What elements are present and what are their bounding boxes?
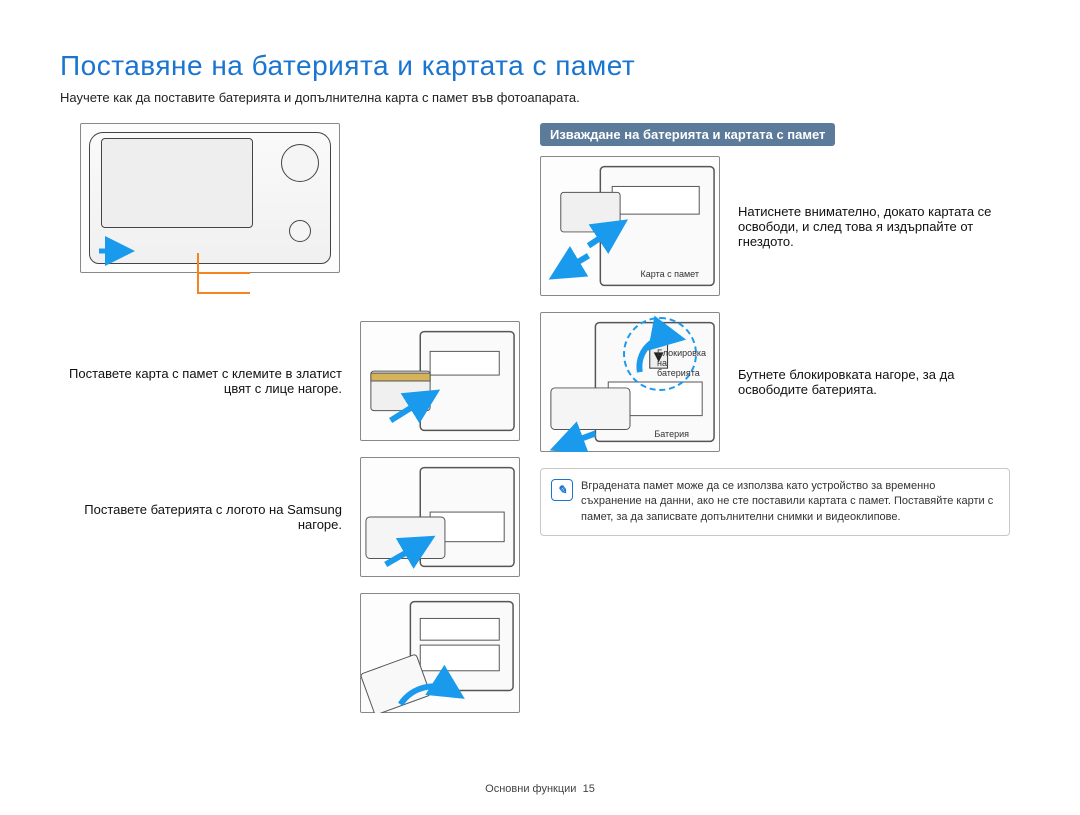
right-step-2-text: Бутнете блокировката нагоре, за да освоб… — [738, 367, 1010, 397]
left-step-3 — [342, 585, 520, 721]
card-label: Карта с памет — [641, 269, 699, 279]
battery-label: Батерия — [654, 429, 689, 439]
left-step-2: Поставете батерията с логото на Samsung … — [60, 449, 520, 585]
remove-battery-illustration: Блокировка на батерията Батерия — [540, 312, 720, 452]
camera-button-shape — [289, 220, 311, 242]
right-step-2: Блокировка на батерията Батерия Бутнете … — [540, 312, 1010, 452]
left-column: Поставете карта с памет с клемите в злат… — [60, 123, 530, 721]
card-slot-svg — [361, 321, 519, 441]
footer-section: Основни функции — [485, 783, 576, 795]
left-step-1: Поставете карта с памет с клемите в злат… — [60, 313, 520, 449]
elbow-arrow-icon — [190, 243, 250, 323]
right-step-1: Карта с памет Натиснете внимателно, дока… — [540, 156, 1010, 296]
camera-screen-shape — [101, 138, 253, 228]
left-steps: Поставете карта с памет с клемите в злат… — [60, 313, 520, 721]
page: Поставяне на батерията и картата с памет… — [0, 0, 1080, 815]
info-icon: ✎ — [551, 479, 573, 501]
camera-dial-shape — [281, 144, 319, 182]
left-step-1-text: Поставете карта с памет с клемите в злат… — [60, 366, 342, 396]
insert-card-illustration — [360, 321, 520, 441]
right-column: Изваждане на батерията и картата с памет… — [540, 123, 1010, 721]
page-title: Поставяне на батерията и картата с памет — [60, 50, 1020, 82]
info-text: Вградената памет може да се използва кат… — [581, 480, 993, 523]
battery-slot-svg — [361, 457, 519, 577]
page-footer: Основни функции 15 — [0, 783, 1080, 795]
footer-page: 15 — [583, 783, 595, 795]
right-step-1-text: Натиснете внимателно, докато картата се … — [738, 204, 1010, 249]
close-door-illustration — [360, 593, 520, 713]
lock-label: Блокировка на батерията — [657, 349, 711, 379]
subheading: Изваждане на батерията и картата с памет — [540, 123, 835, 146]
info-box: ✎ Вградената памет може да се използва к… — [540, 468, 1010, 536]
intro-text: Научете как да поставите батерията и доп… — [60, 90, 1020, 105]
close-door-svg — [361, 593, 519, 713]
content-columns: Поставете карта с памет с клемите в злат… — [60, 123, 1020, 721]
slide-arrow-icon — [95, 236, 135, 266]
insert-battery-illustration — [360, 457, 520, 577]
left-step-2-text: Поставете батерията с логото на Samsung … — [60, 502, 342, 532]
remove-card-illustration: Карта с памет — [540, 156, 720, 296]
